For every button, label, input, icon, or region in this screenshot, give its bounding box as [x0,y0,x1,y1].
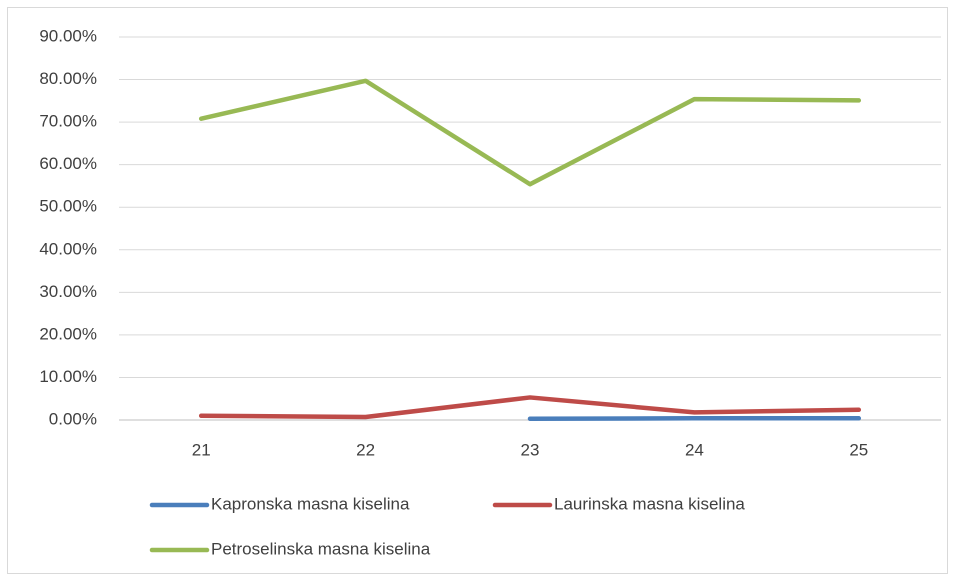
y-tick-label: 60.00% [39,154,97,173]
legend-label: Laurinska masna kiselina [554,494,745,513]
x-tick-label: 23 [521,440,540,459]
y-tick-label: 80.00% [39,69,97,88]
y-tick-label: 0.00% [49,409,97,428]
data-line [198,395,862,420]
x-tick-label: 21 [192,440,211,459]
legend-label: Kapronska masna kiselina [211,494,410,513]
y-tick-label: 10.00% [39,367,97,386]
legend-label: Petroselinska masna kiselina [211,539,431,558]
y-tick-label: 20.00% [39,324,97,343]
data-line [198,78,862,187]
y-tick-label: 50.00% [39,197,97,216]
y-tick-label: 30.00% [39,282,97,301]
x-tick-label: 25 [849,440,868,459]
x-tick-label: 22 [356,440,375,459]
x-tick-label: 24 [685,440,704,459]
chart-border [7,7,948,574]
y-tick-label: 40.00% [39,239,97,258]
y-tick-label: 90.00% [39,26,97,45]
y-tick-label: 70.00% [39,112,97,131]
